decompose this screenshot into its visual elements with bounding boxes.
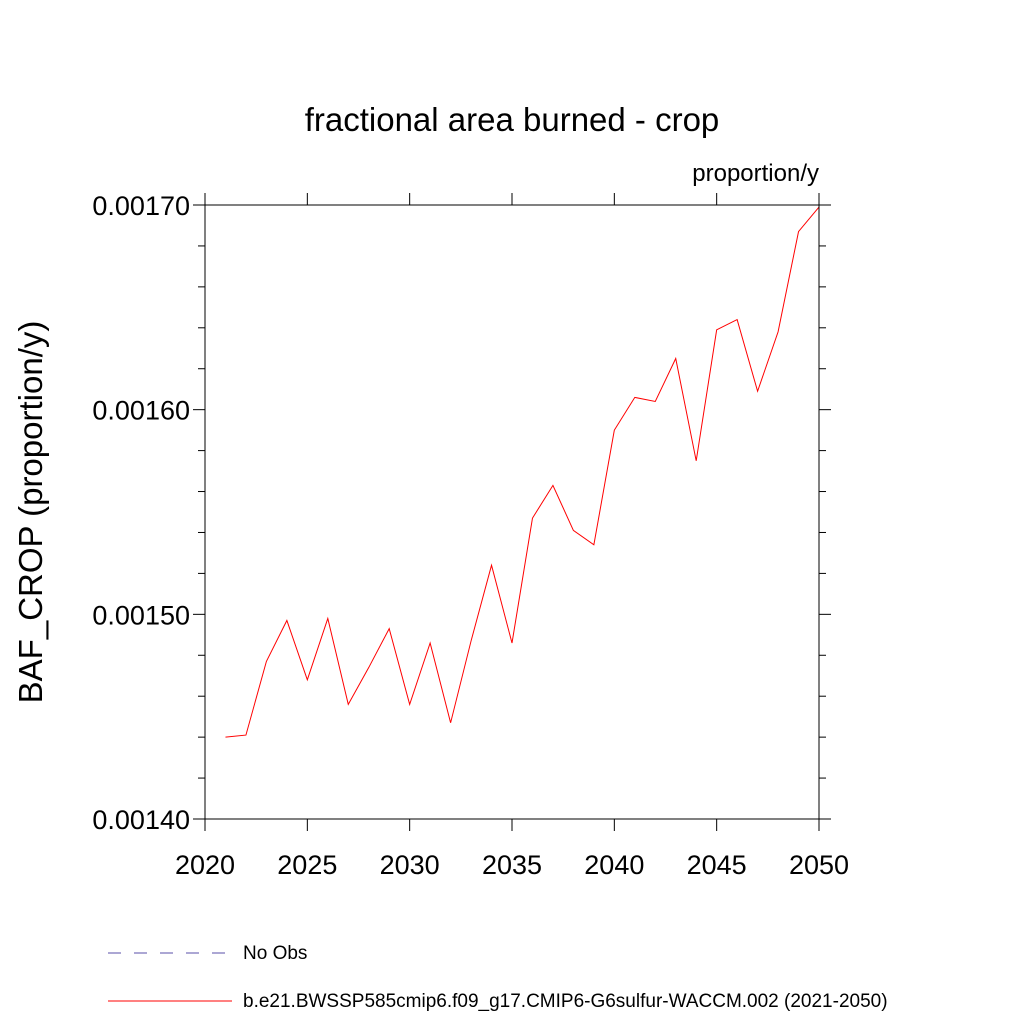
- series-layer: [225, 206, 820, 738]
- plot-frame: [204, 204, 820, 820]
- chart-title: fractional area burned - crop: [305, 101, 720, 138]
- major-ticks: [193, 193, 831, 831]
- x-tick-label: 2035: [482, 850, 542, 880]
- units-label: proportion/y: [692, 160, 819, 187]
- series-line: [225, 206, 820, 738]
- legend-label-model: b.e21.BWSSP585cmip6.f09_g17.CMIP6-G6sulf…: [243, 991, 888, 1012]
- x-tick-label: 2040: [584, 850, 644, 880]
- y-tick-labels: 0.00140 0.00150 0.00160 0.00170: [92, 191, 190, 835]
- legend-label-no-obs: No Obs: [243, 943, 307, 964]
- y-tick-label: 0.00150: [92, 600, 190, 630]
- y-tick-label: 0.00160: [92, 396, 190, 426]
- legend: No Obs b.e21.BWSSP585cmip6.f09_g17.CMIP6…: [108, 943, 888, 1012]
- x-tick-label: 2045: [687, 850, 747, 880]
- y-tick-label: 0.00140: [92, 805, 190, 835]
- x-tick-label: 2020: [175, 850, 235, 880]
- x-tick-label: 2025: [277, 850, 337, 880]
- x-tick-labels: 2020 2025 2030 2035 2040 2045 2050: [175, 850, 849, 880]
- minor-ticks: [198, 245, 826, 779]
- x-tick-label: 2050: [789, 850, 849, 880]
- x-tick-label: 2030: [380, 850, 440, 880]
- y-axis-label: BAF_CROP (proportion/y): [12, 321, 49, 704]
- y-tick-label: 0.00170: [92, 191, 190, 221]
